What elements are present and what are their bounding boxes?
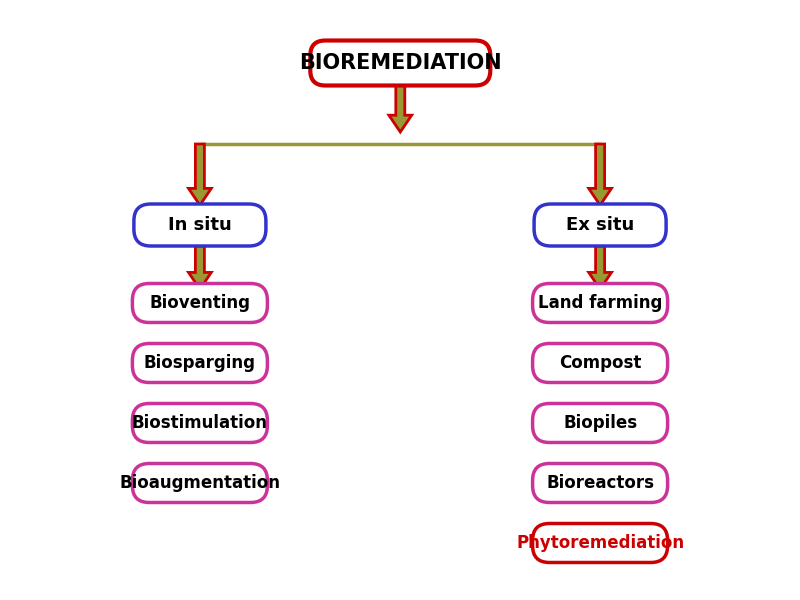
- FancyBboxPatch shape: [133, 404, 267, 443]
- FancyBboxPatch shape: [133, 463, 267, 503]
- FancyBboxPatch shape: [133, 283, 267, 323]
- FancyBboxPatch shape: [533, 463, 667, 503]
- Text: Biosparging: Biosparging: [144, 354, 256, 372]
- Polygon shape: [589, 246, 611, 289]
- Text: Compost: Compost: [559, 354, 642, 372]
- Polygon shape: [189, 144, 211, 205]
- Text: Phytoremediation: Phytoremediation: [516, 534, 684, 552]
- Text: In situ: In situ: [168, 216, 232, 234]
- FancyBboxPatch shape: [533, 404, 667, 443]
- Text: Bioventing: Bioventing: [150, 294, 250, 312]
- Text: Biopiles: Biopiles: [563, 414, 637, 432]
- Text: Ex situ: Ex situ: [566, 216, 634, 234]
- FancyBboxPatch shape: [310, 40, 490, 85]
- Text: Bioaugmentation: Bioaugmentation: [119, 474, 281, 492]
- Polygon shape: [189, 246, 211, 289]
- Text: Biostimulation: Biostimulation: [132, 414, 268, 432]
- FancyBboxPatch shape: [134, 204, 266, 246]
- FancyBboxPatch shape: [133, 343, 267, 383]
- Text: Land farming: Land farming: [538, 294, 662, 312]
- Text: BIOREMEDIATION: BIOREMEDIATION: [299, 53, 502, 73]
- Polygon shape: [589, 144, 611, 205]
- FancyBboxPatch shape: [533, 343, 667, 383]
- FancyBboxPatch shape: [533, 283, 667, 323]
- Text: Bioreactors: Bioreactors: [546, 474, 654, 492]
- FancyBboxPatch shape: [534, 204, 666, 246]
- FancyBboxPatch shape: [533, 523, 667, 563]
- Polygon shape: [389, 85, 412, 132]
